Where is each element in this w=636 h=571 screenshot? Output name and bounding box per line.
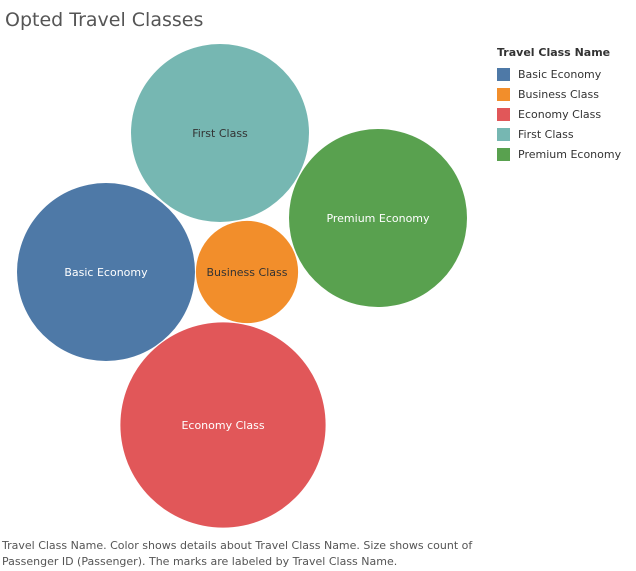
legend-swatch xyxy=(497,87,510,101)
bubble-label: Basic Economy xyxy=(64,266,148,279)
legend: Travel Class Name Basic Economy Business … xyxy=(497,46,633,164)
bubble-premium-economy[interactable] xyxy=(289,129,467,307)
legend-item[interactable]: Basic Economy xyxy=(497,64,633,84)
legend-item[interactable]: Economy Class xyxy=(497,104,633,124)
legend-label: Basic Economy xyxy=(518,67,602,81)
bubble-business-class[interactable] xyxy=(195,220,299,324)
bubble-economy-class[interactable] xyxy=(120,322,326,528)
legend-label: First Class xyxy=(518,127,574,141)
legend-swatch xyxy=(497,67,510,81)
bubble-first-class[interactable] xyxy=(131,44,309,222)
bubble-label: Business Class xyxy=(207,266,288,279)
bubble-chart: First Class Premium Economy Basic Economy B… xyxy=(17,44,467,528)
legend-item[interactable]: Premium Economy xyxy=(497,144,633,164)
legend-item[interactable]: Business Class xyxy=(497,84,633,104)
chart-caption: Travel Class Name. Color shows details a… xyxy=(2,539,473,568)
bubble-label: Premium Economy xyxy=(326,212,430,225)
legend-swatch xyxy=(497,127,510,141)
bubble-label: First Class xyxy=(192,127,248,140)
legend-swatch xyxy=(497,147,510,161)
chart-title: Opted Travel Classes xyxy=(5,9,204,31)
legend-title: Travel Class Name xyxy=(497,46,611,59)
legend-label: Economy Class xyxy=(518,107,602,121)
legend-swatch xyxy=(497,107,510,121)
bubble-basic-economy[interactable] xyxy=(17,183,195,361)
bubble-label: Economy Class xyxy=(181,419,264,432)
legend-label: Premium Economy xyxy=(518,147,622,161)
legend-label: Business Class xyxy=(518,87,599,101)
legend-item[interactable]: First Class xyxy=(497,124,633,144)
